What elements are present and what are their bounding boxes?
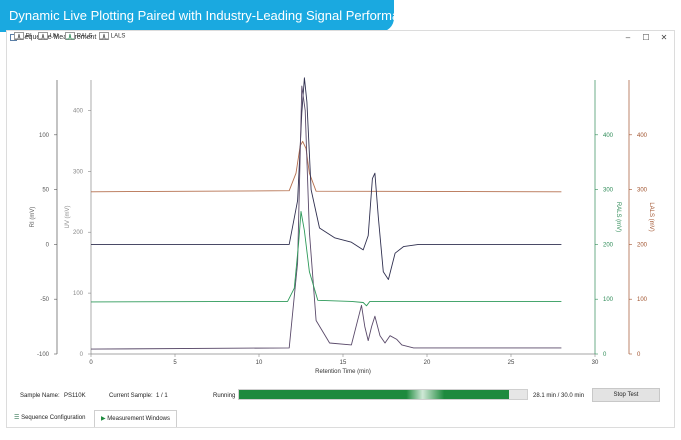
series-line-ri	[91, 77, 562, 280]
chart-legend: RI UV RALS LALS	[14, 32, 130, 40]
chromatogram-chart[interactable]: 0 5 10 15 20 25 30 Retention Time (min) -100 -50 0…	[0, 46, 681, 376]
peak-icon	[99, 32, 110, 40]
tab-label: Measurement Windows	[107, 416, 170, 422]
running-label: Running	[213, 393, 236, 399]
legend-label-uv: UV	[50, 33, 59, 40]
x-tick-label: 5	[173, 360, 177, 366]
window-title: Sequence Measurement	[20, 34, 97, 41]
legend-item-rals[interactable]: RALS	[65, 32, 92, 40]
y-tick-label: 0	[603, 352, 607, 358]
y-axis-title-ri: RI (mV)	[30, 207, 36, 228]
x-tick-label: 20	[424, 360, 431, 366]
maximize-button[interactable]: ☐	[642, 33, 650, 42]
legend-label-rals: RALS	[76, 33, 93, 40]
y-tick-label: 50	[42, 188, 49, 194]
play-icon: ▶	[101, 416, 106, 422]
y-tick-label: 0	[637, 352, 641, 358]
y-tick-label: 100	[73, 291, 84, 297]
sample-name-value: PS110K	[64, 393, 86, 399]
progress-fill	[239, 390, 509, 399]
y-tick-label: 300	[603, 188, 614, 194]
y-tick-label: 300	[637, 188, 648, 194]
y-axis-title-lals: LALS (mV)	[648, 202, 654, 231]
y-tick-label: 200	[637, 242, 648, 248]
y-tick-label: 300	[73, 169, 84, 175]
promo-banner: Dynamic Live Plotting Paired with Indust…	[0, 0, 420, 32]
y-axis-title-rals: RALS (mV)	[615, 202, 621, 232]
y-tick-label: 200	[73, 230, 84, 236]
series-line-uv	[90, 85, 562, 350]
legend-item-ri[interactable]: RI	[14, 32, 32, 40]
legend-label-lals: LALS	[110, 33, 126, 40]
sequence-measurement-window: Sequence Measurement – ☐ ✕	[6, 30, 675, 428]
legend-item-lals[interactable]: LALS	[99, 32, 125, 40]
status-bar: Sample Name: PS110K Current Sample: 1 / …	[6, 386, 675, 408]
x-axis-title: Retention Time (min)	[315, 369, 371, 375]
y-tick-label: -100	[37, 352, 50, 358]
sample-name-label: Sample Name:	[20, 393, 60, 399]
close-button[interactable]: ✕	[660, 33, 668, 42]
bottom-tabs: ☰ Sequence Configuration ▶ Measurement W…	[6, 410, 675, 428]
banner-text: Dynamic Live Plotting Paired with Indust…	[9, 8, 421, 23]
x-tick-label: 25	[508, 360, 515, 366]
y-tick-label: 400	[637, 133, 648, 139]
minimize-button[interactable]: –	[625, 33, 631, 42]
legend-item-uv[interactable]: UV	[38, 32, 58, 40]
peak-icon	[38, 32, 49, 40]
stop-test-button[interactable]: Stop Test	[592, 388, 660, 402]
y-tick-label: -50	[40, 297, 49, 303]
tab-measurement-windows[interactable]: ▶ Measurement Windows	[94, 410, 177, 427]
x-tick-label: 10	[256, 360, 263, 366]
current-sample-value: 1 / 1	[156, 393, 168, 399]
y-tick-label: 400	[603, 133, 614, 139]
progress-bar	[238, 389, 528, 400]
y-tick-label: 0	[80, 352, 84, 358]
progress-time: 28.1 min / 30.0 min	[533, 393, 585, 399]
x-tick-label: 15	[340, 360, 347, 366]
tab-label: Sequence Configuration	[21, 415, 86, 421]
series-line-lals	[90, 140, 562, 193]
current-sample-label: Current Sample:	[109, 393, 153, 399]
list-icon: ☰	[14, 415, 20, 421]
y-tick-label: 100	[603, 297, 614, 303]
y-tick-label: 400	[73, 108, 84, 114]
x-tick-label: 0	[89, 360, 93, 366]
peak-icon	[65, 32, 76, 40]
y-tick-label: 100	[39, 133, 50, 139]
peak-icon	[14, 32, 24, 40]
x-tick-label: 30	[592, 360, 599, 366]
y-axis-title-uv: UV (mV)	[65, 206, 71, 229]
tab-sequence-configuration[interactable]: ☰ Sequence Configuration	[8, 410, 91, 427]
legend-label-ri: RI	[25, 33, 32, 40]
y-tick-label: 200	[603, 242, 614, 248]
y-tick-label: 0	[46, 242, 50, 248]
y-tick-label: 100	[637, 297, 648, 303]
series-line-rals	[90, 211, 562, 307]
